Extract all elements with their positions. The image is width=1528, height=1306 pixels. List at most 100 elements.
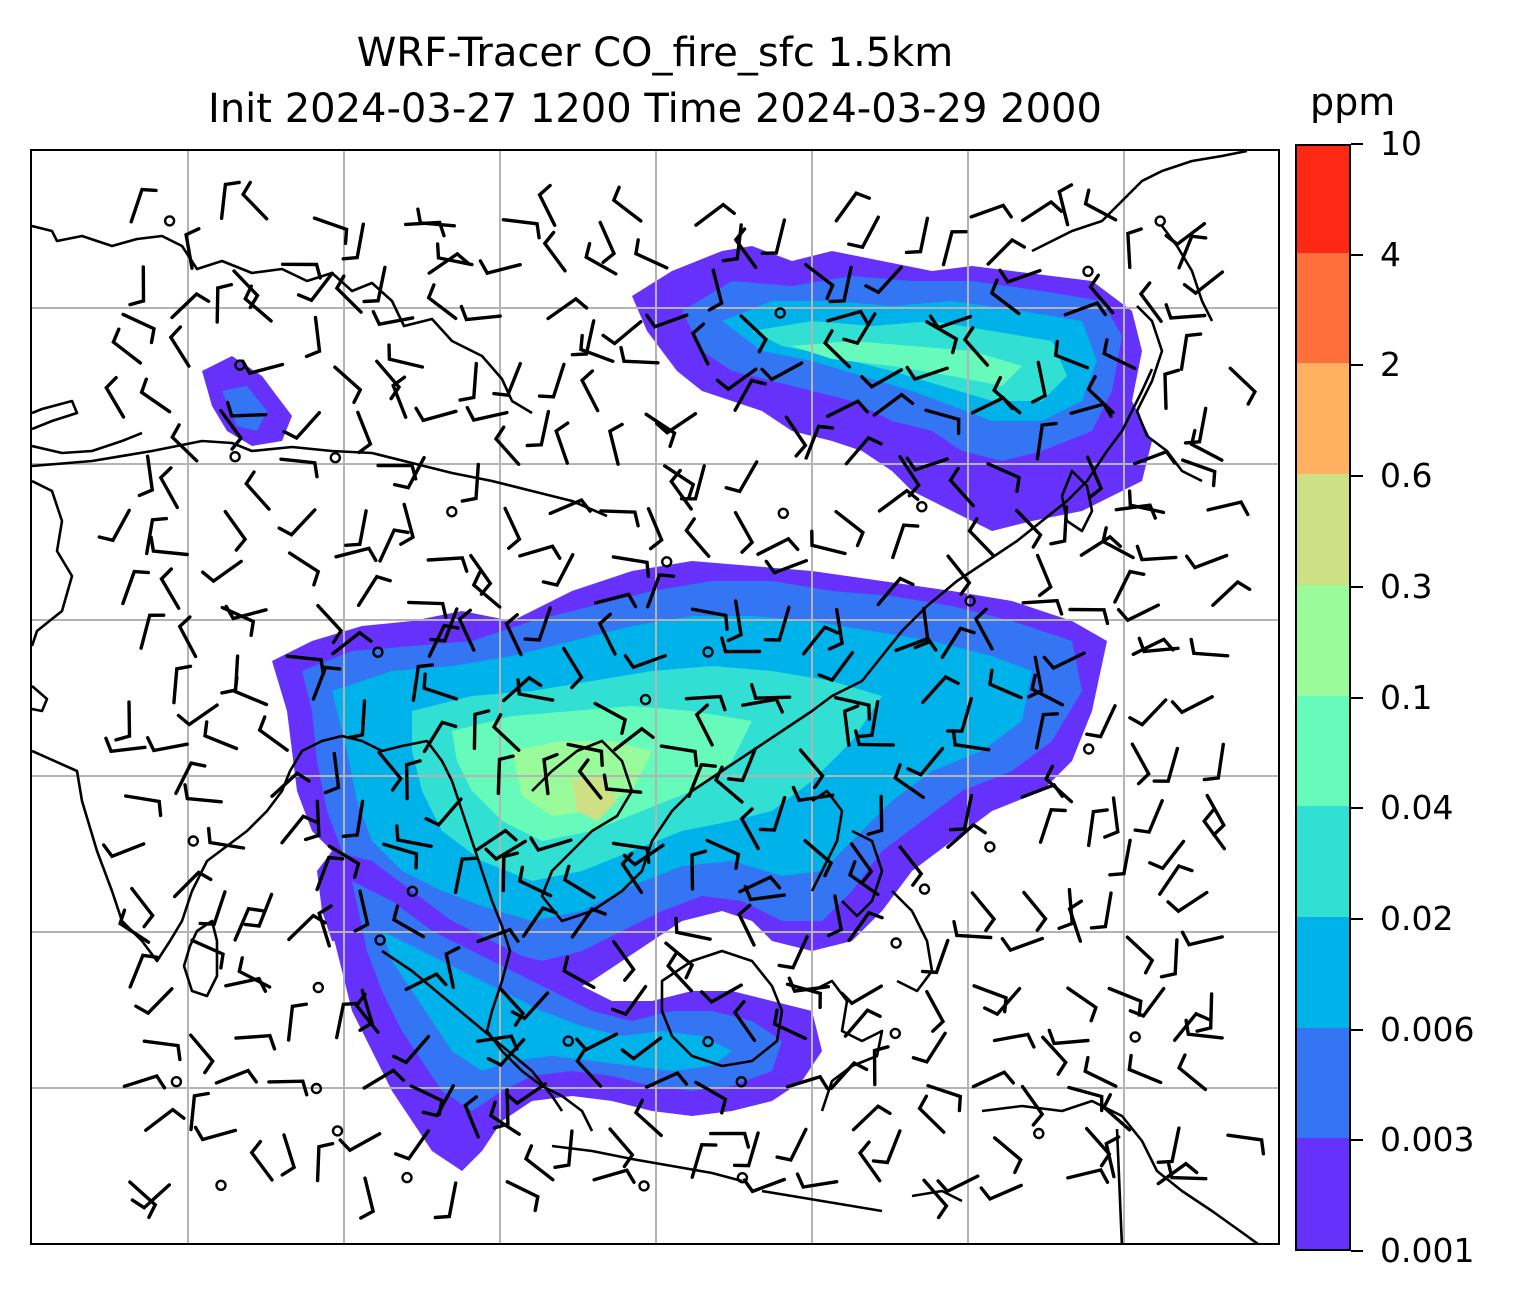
wind-barb bbox=[170, 291, 211, 320]
wind-barb bbox=[791, 785, 835, 803]
wind-barb bbox=[311, 665, 342, 701]
wind-barb bbox=[145, 516, 169, 556]
wind-barb bbox=[1086, 455, 1104, 499]
wind-barb bbox=[111, 327, 142, 365]
wind-barb bbox=[225, 400, 268, 418]
wind-barb bbox=[172, 870, 213, 899]
wind-barb bbox=[475, 828, 518, 852]
wind-barb bbox=[785, 1074, 830, 1091]
wind-barb bbox=[646, 573, 676, 609]
coastline-borneo bbox=[660, 949, 784, 1068]
wind-barb bbox=[399, 502, 415, 546]
wind-barb bbox=[411, 663, 434, 702]
wind-barb bbox=[460, 462, 480, 503]
map-panel bbox=[30, 149, 1280, 1245]
wind-barb bbox=[1067, 1085, 1104, 1113]
wind-barb bbox=[453, 856, 478, 895]
wind-barb bbox=[772, 1008, 807, 1041]
wind-barb bbox=[496, 754, 515, 795]
wind-barb bbox=[1057, 887, 1075, 930]
calm-wind-marker bbox=[446, 506, 458, 518]
wind-barb bbox=[611, 555, 651, 578]
wind-barb bbox=[334, 274, 363, 314]
wind-barb bbox=[666, 952, 694, 993]
wind-barb bbox=[906, 746, 945, 777]
wind-barb bbox=[1021, 598, 1064, 616]
colorbar-tick bbox=[1351, 807, 1363, 810]
colorbar-tick bbox=[1351, 475, 1363, 478]
wind-barb bbox=[876, 576, 915, 607]
wind-barb bbox=[469, 553, 493, 596]
wind-barb bbox=[570, 319, 596, 357]
wind-barb bbox=[521, 906, 558, 938]
wind-barb bbox=[952, 920, 993, 940]
wind-barb bbox=[777, 935, 809, 970]
wind-barb bbox=[741, 697, 784, 714]
wind-barb bbox=[969, 203, 1013, 219]
wind-barb bbox=[1163, 368, 1181, 410]
wind-barb bbox=[279, 457, 319, 479]
wind-barb bbox=[610, 984, 648, 1017]
wind-barb bbox=[516, 678, 555, 702]
wind-barb bbox=[694, 202, 736, 227]
wind-barb bbox=[338, 1132, 382, 1153]
wind-barb bbox=[724, 460, 759, 494]
wind-barb bbox=[1022, 890, 1048, 932]
wind-barb bbox=[962, 326, 990, 367]
wind-barb bbox=[739, 807, 760, 851]
calm-wind-marker bbox=[774, 307, 786, 319]
wind-barb bbox=[764, 559, 808, 575]
coastline-russia-far-east bbox=[1031, 151, 1248, 253]
wind-barb bbox=[280, 1133, 297, 1177]
colorbar-tick bbox=[1351, 1028, 1363, 1031]
wind-barb bbox=[732, 1000, 757, 1042]
wind-barb bbox=[877, 488, 920, 513]
wind-barb bbox=[224, 976, 268, 993]
wind-barb bbox=[1067, 899, 1083, 943]
wind-barb bbox=[267, 1079, 309, 1097]
wind-barb bbox=[277, 508, 317, 537]
wind-barb bbox=[1137, 636, 1180, 654]
wind-barb bbox=[1063, 300, 1107, 317]
wind-barb bbox=[562, 864, 596, 900]
wind-barb bbox=[645, 313, 689, 329]
wind-barb bbox=[122, 1073, 167, 1090]
wind-barb bbox=[775, 1127, 808, 1162]
wind-barb bbox=[715, 367, 758, 392]
wind-barb bbox=[1027, 655, 1044, 699]
wind-barb bbox=[784, 415, 808, 458]
co-contour-fill bbox=[382, 931, 732, 1071]
wind-barb bbox=[826, 309, 870, 326]
wind-barb bbox=[834, 191, 871, 223]
co-contour-fill bbox=[222, 386, 267, 431]
wind-barb bbox=[584, 241, 618, 276]
wind-barb bbox=[849, 842, 874, 884]
wind-barb bbox=[1173, 1011, 1211, 1042]
wind-barb bbox=[1183, 406, 1208, 445]
coastline-china-east bbox=[860, 368, 1154, 682]
wind-barb bbox=[928, 314, 973, 330]
wind-barb bbox=[743, 884, 786, 902]
wind-barb bbox=[828, 265, 853, 304]
wind-barb bbox=[341, 799, 365, 838]
wind-barb bbox=[646, 507, 664, 551]
wind-barb bbox=[607, 422, 624, 466]
wind-barb bbox=[492, 1088, 510, 1130]
colorbar-tick-label: 4 bbox=[1380, 234, 1401, 274]
wind-barb bbox=[553, 1129, 574, 1169]
wind-barb bbox=[404, 220, 446, 238]
wind-barb bbox=[827, 608, 844, 651]
wind-barb bbox=[244, 470, 271, 511]
wind-barb bbox=[599, 509, 640, 528]
wind-barb bbox=[121, 312, 156, 345]
wind-barb bbox=[684, 517, 711, 558]
wind-barb bbox=[1170, 695, 1214, 715]
wind-barb bbox=[1103, 796, 1120, 839]
wind-barb bbox=[1164, 222, 1207, 247]
wind-barb bbox=[577, 758, 603, 800]
wind-barb bbox=[168, 325, 191, 368]
wind-barb bbox=[893, 763, 925, 800]
wind-barb bbox=[732, 1131, 760, 1168]
wind-barb bbox=[826, 894, 844, 938]
wind-barb bbox=[1086, 375, 1115, 415]
